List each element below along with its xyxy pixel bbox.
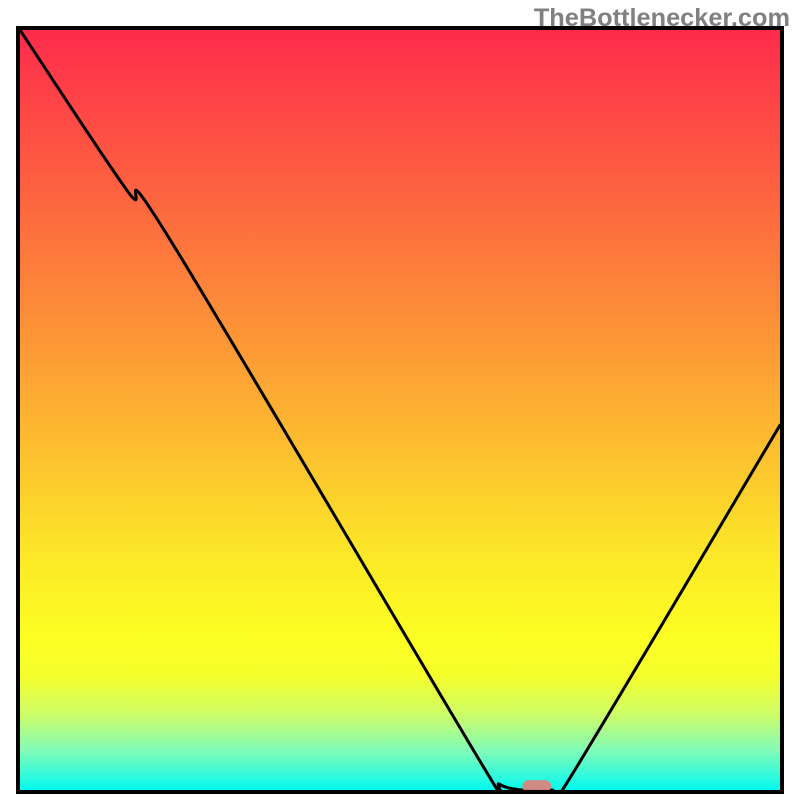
watermark-label: TheBottlenecker.com: [534, 4, 790, 33]
chart-svg: [0, 0, 800, 800]
chart-canvas: TheBottlenecker.com: [0, 0, 800, 800]
chart-background: [20, 30, 780, 790]
